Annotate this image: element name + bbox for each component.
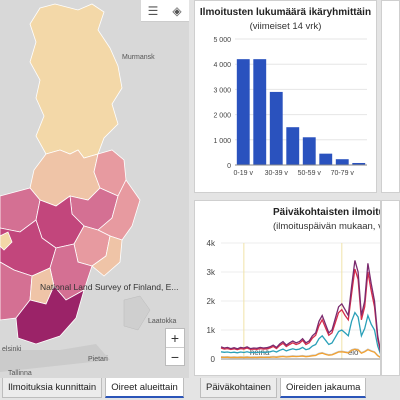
- tab-oireet-alueittain[interactable]: Oireet alueittain: [105, 378, 184, 398]
- side-panel-top: [381, 0, 400, 193]
- bar-ytick-label: 0: [227, 163, 231, 170]
- bar-40-49v[interactable]: [286, 127, 300, 165]
- tab-paivakohtainen[interactable]: Päiväkohtainen: [200, 378, 277, 398]
- region-etela-karjala[interactable]: [91, 235, 123, 277]
- bar-30-39v[interactable]: [269, 91, 283, 165]
- daily-line-chart-panel: Päiväkohtaisten ilmoitusten oir (ilmoitu…: [194, 200, 381, 376]
- label-helsinki: elsinki: [2, 346, 22, 353]
- finland-region-map[interactable]: [0, 0, 189, 378]
- line-ytick-label: 0: [211, 355, 216, 364]
- line-series-1[interactable]: [220, 260, 381, 353]
- line-chart-title: Päiväkohtaisten ilmoitusten oir: [273, 207, 380, 218]
- region-uusimaa[interactable]: [15, 285, 85, 345]
- zoom-in-button[interactable]: +: [170, 330, 180, 346]
- chart-tabs: Päiväkohtainen Oireiden jakauma: [200, 378, 367, 400]
- bar-ytick-label: 1 000: [213, 138, 231, 145]
- map-tabs: Ilmoituksia kunnittain Oireet alueittain: [0, 378, 189, 400]
- legend-list-icon[interactable]: ☰: [147, 4, 159, 18]
- bar-20-29v[interactable]: [253, 59, 267, 165]
- bar-xtick-label: 30-39 v: [265, 170, 289, 177]
- bar-xtick-label: 0-19 v: [234, 170, 254, 177]
- bar-50-59v[interactable]: [302, 137, 316, 165]
- region-lappi[interactable]: [29, 3, 123, 159]
- line-ytick-label: 2k: [207, 297, 216, 306]
- age-group-bar-chart-panel: Ilmoitusten lukumäärä ikäryhmittäin (vii…: [194, 0, 377, 193]
- zoom-out-button[interactable]: −: [166, 347, 184, 365]
- bar-ytick-label: 5 000: [213, 37, 231, 44]
- tab-ilmoituksia-kunnittain[interactable]: Ilmoituksia kunnittain: [2, 378, 103, 398]
- layers-icon[interactable]: ◈: [172, 4, 182, 18]
- map-panel[interactable]: ☰ ◈ Murmansk Laatokka Pietari elsinki Ta…: [0, 0, 189, 378]
- bar-chart-title: Ilmoitusten lukumäärä ikäryhmittäin: [199, 7, 372, 18]
- line-ytick-label: 1k: [207, 326, 216, 335]
- bar-chart-subtitle: (viimeiset 14 vrk): [249, 21, 322, 32]
- line-series-2[interactable]: [220, 268, 381, 354]
- label-laatokka: Laatokka: [148, 318, 177, 325]
- bar-0-19v[interactable]: [236, 59, 250, 165]
- map-attribution: National Land Survey of Finland, E...: [40, 282, 179, 292]
- line-ytick-label: 3k: [207, 268, 216, 277]
- line-xtick-label: elo: [348, 348, 359, 357]
- zoom-control: + −: [165, 328, 185, 366]
- label-pietari: Pietari: [88, 356, 108, 363]
- tab-oireiden-jakauma[interactable]: Oireiden jakauma: [279, 378, 367, 398]
- lake-laatokka: [123, 295, 151, 331]
- bar-xtick-label: 70-79 v: [331, 170, 355, 177]
- bar-60-69v[interactable]: [319, 153, 333, 165]
- map-toolbar: ☰ ◈: [141, 0, 189, 22]
- region-ahvenanmaa[interactable]: [0, 231, 13, 251]
- bar-70-79v[interactable]: [335, 159, 349, 165]
- sea-gulf: [0, 344, 110, 372]
- bar-ytick-label: 3 000: [213, 87, 231, 94]
- bar-ytick-label: 2 000: [213, 113, 231, 120]
- line-series-4[interactable]: [220, 348, 381, 359]
- bar-xtick-label: 50-59 v: [298, 170, 322, 177]
- bar-chart[interactable]: 0 1 000 2 000 3 000 4 000 5 000 0-19 v 30-39 v 5…: [195, 31, 376, 191]
- side-panel-bottom: [381, 200, 400, 376]
- bar-ytick-label: 4 000: [213, 62, 231, 69]
- line-ytick-label: 4k: [207, 239, 216, 248]
- line-chart-subtitle: (ilmoituspäivän mukaan, viimeis: [273, 221, 380, 232]
- region-pohjois-pohjanmaa[interactable]: [29, 149, 101, 207]
- label-tallinna: Tallinna: [8, 370, 32, 377]
- label-murmansk: Murmansk: [122, 54, 155, 61]
- bar-80-v[interactable]: [352, 162, 366, 165]
- line-series-3[interactable]: [220, 311, 381, 356]
